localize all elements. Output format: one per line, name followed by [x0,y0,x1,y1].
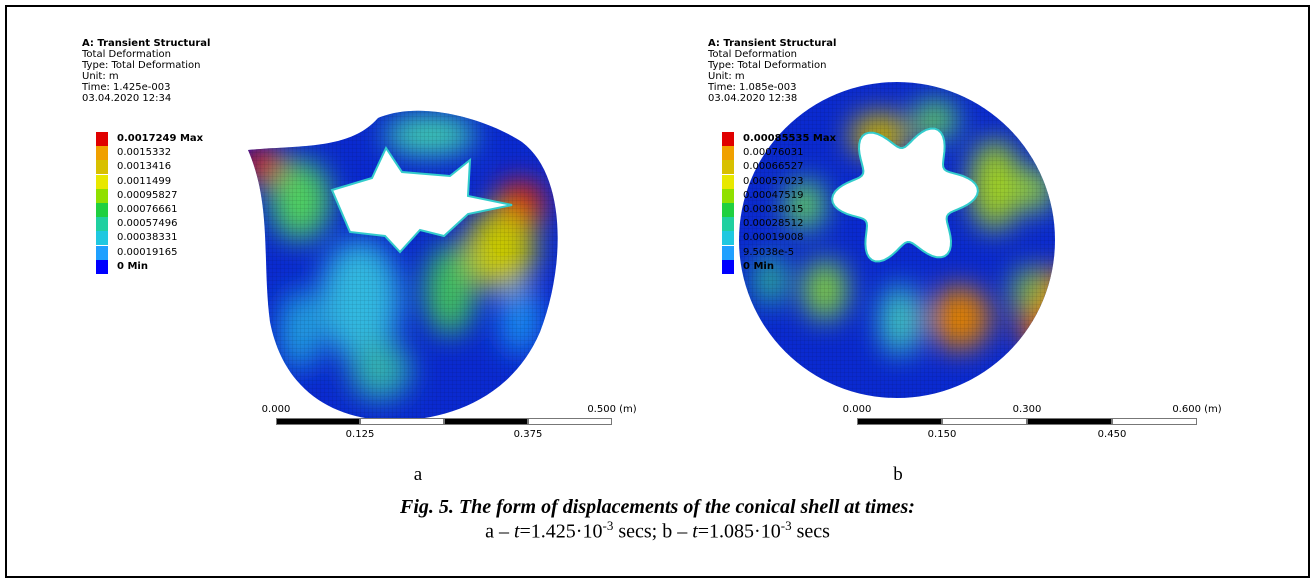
legend-swatch [96,217,108,231]
caption-segment: secs; b – [613,521,692,543]
caption-segment: =1.085·10 [698,521,781,543]
scale-bar-segment [857,418,942,425]
legend-label: 0.00076661 [117,203,177,217]
legend-swatch [722,146,734,160]
legend-label: 0.00047519 [743,189,803,203]
scale-bar-segment [360,418,444,425]
scale-bar-segment [1112,418,1197,425]
legend-label: 0 Min [117,260,148,274]
legend-label: 0 Min [743,260,774,274]
scale-bar-segment [528,418,612,425]
legend-label: 0.00085535 Max [743,132,836,146]
scale-label: 0.000 [262,404,291,415]
caption-segment: -3 [781,518,792,533]
legend-swatch [96,160,108,174]
scale-label: 0.500 (m) [587,404,636,415]
scale-bar-segment [942,418,1027,425]
legend-swatch [722,231,734,245]
legend-label: 0.0017249 Max [117,132,203,146]
header-line: 03.04.2020 12:38 [708,93,836,104]
caption-title: Fig. 5. The form of displacements of the… [0,496,1315,519]
legend-label: 0.00019008 [743,231,803,245]
legend-swatch [96,132,108,146]
legend-swatch [96,260,108,274]
scale-label: 0.450 [1098,429,1127,440]
legend-swatch [722,189,734,203]
caption-segment: a – [485,521,514,543]
legend-swatch [722,160,734,174]
legend-label: 0.00066527 [743,160,803,174]
legend-label: 0.00038015 [743,203,803,217]
legend-swatch [96,203,108,217]
legend-swatch [722,217,734,231]
legend-label: 9.5038e-5 [743,246,794,260]
legend-swatch [96,175,108,189]
deformed-shell-a [240,95,570,425]
legend-label: 0.00038331 [117,231,177,245]
header-line: Total Deformation [708,49,836,60]
legend-label: 0.00057496 [117,217,177,231]
header-line: A: Transient Structural [708,38,836,49]
scale-bar-segment [1027,418,1112,425]
header-line: Type: Total Deformation [82,60,210,71]
legend-swatch [96,231,108,245]
legend-swatch [722,260,734,274]
caption-line: a – t=1.425·10-3 secs; b – t=1.085·10-3 … [0,518,1315,544]
scale-bar-segment [276,418,360,425]
legend-label: 0.00076031 [743,146,803,160]
scale-label: 0.375 [514,429,543,440]
scale-bar-segment [444,418,528,425]
header-line: Unit: m [82,71,210,82]
caption-segment: secs [792,521,830,543]
page: A: Transient StructuralTotal Deformation… [0,0,1315,583]
legend-label: 0.00028512 [743,217,803,231]
header-line: 03.04.2020 12:34 [82,93,210,104]
legend-swatch [96,189,108,203]
legend-label: 0.00019165 [117,246,177,260]
scale-label: 0.150 [928,429,957,440]
legend-label: 0.0011499 [117,175,171,189]
header-line: Unit: m [708,71,836,82]
scale-label: 0.125 [346,429,375,440]
panel-label: a [414,464,422,486]
legend-label: 0.00057023 [743,175,803,189]
panel-label: b [893,464,903,486]
scale-label: 0.600 (m) [1172,404,1221,415]
legend-swatch [96,146,108,160]
legend-swatch [722,175,734,189]
legend-label: 0.0013416 [117,160,171,174]
header-line: Type: Total Deformation [708,60,836,71]
header-line: Total Deformation [82,49,210,60]
legend-label: 0.00095827 [117,189,177,203]
header-line: A: Transient Structural [82,38,210,49]
caption-segment: =1.425·10 [520,521,603,543]
caption-segment: -3 [602,518,613,533]
scale-label: 0.300 [1013,404,1042,415]
header-line: Time: 1.085e-003 [708,82,836,93]
legend-swatch [96,246,108,260]
legend-swatch [722,246,734,260]
scale-label: 0.000 [843,404,872,415]
legend-label: 0.0015332 [117,146,171,160]
header-line: Time: 1.425e-003 [82,82,210,93]
legend-swatch [722,203,734,217]
legend-swatch [722,132,734,146]
